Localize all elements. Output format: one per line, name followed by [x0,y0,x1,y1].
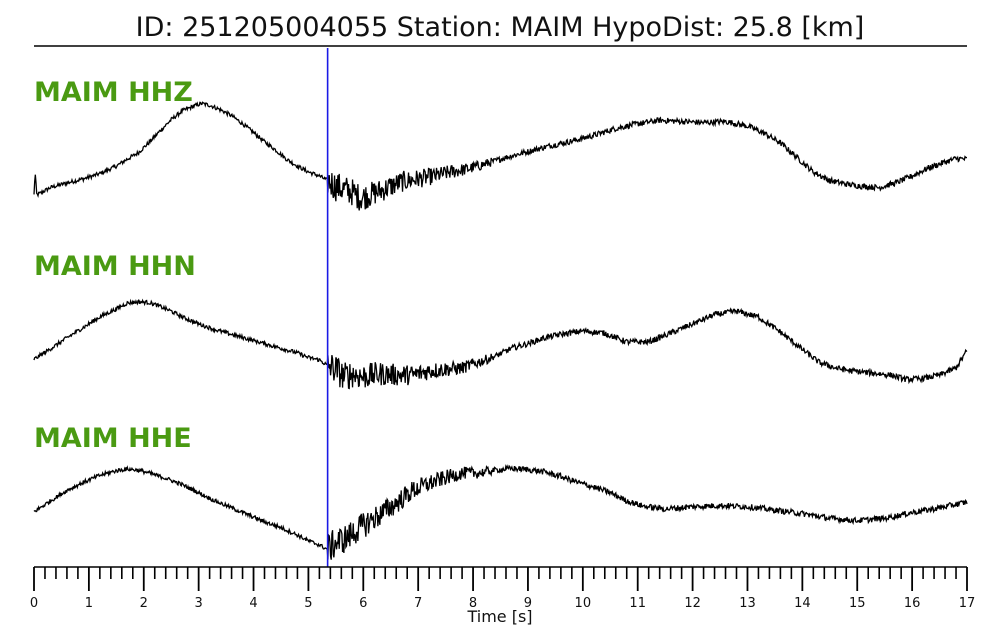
channel-label-maim-hhn: MAIM HHN [34,251,196,282]
x-tick-label: 12 [684,596,701,611]
x-tick-label: 3 [195,596,203,611]
x-tick-label: 6 [359,596,367,611]
trace-maim-hhn [33,298,968,390]
x-tick-label: 5 [304,596,312,611]
x-tick-label: 16 [904,596,921,611]
traces-group [33,101,968,560]
x-tick-label: 11 [629,596,646,611]
trace-maim-hhz [33,101,967,211]
x-tick-label: 10 [575,596,592,611]
x-tick-label: 4 [249,596,257,611]
x-tick-label: 1 [85,596,93,611]
x-tick-label: 13 [739,596,756,611]
x-tick-label: 0 [30,596,38,611]
x-tick-label: 15 [849,596,866,611]
figure-title: ID: 251205004055 Station: MAIM HypoDist:… [136,12,865,43]
x-tick-label: 7 [414,596,422,611]
x-tick-label: 9 [524,596,532,611]
channel-labels-group: MAIM HHZ MAIM HHN MAIM HHE [34,77,196,454]
x-tick-label: 14 [794,596,811,611]
x-axis-label: Time [s] [466,607,532,626]
channel-label-maim-hhz: MAIM HHZ [34,77,193,108]
channel-label-maim-hhe: MAIM HHE [34,423,192,454]
time-axis: 0 1 2 3 4 5 6 7 8 9 10 11 12 13 14 15 16 17 [30,566,976,611]
x-tick-label: 8 [469,596,477,611]
trace-maim-hhe [33,464,968,560]
x-tick-label: 17 [959,596,976,611]
x-tick-label: 2 [140,596,148,611]
